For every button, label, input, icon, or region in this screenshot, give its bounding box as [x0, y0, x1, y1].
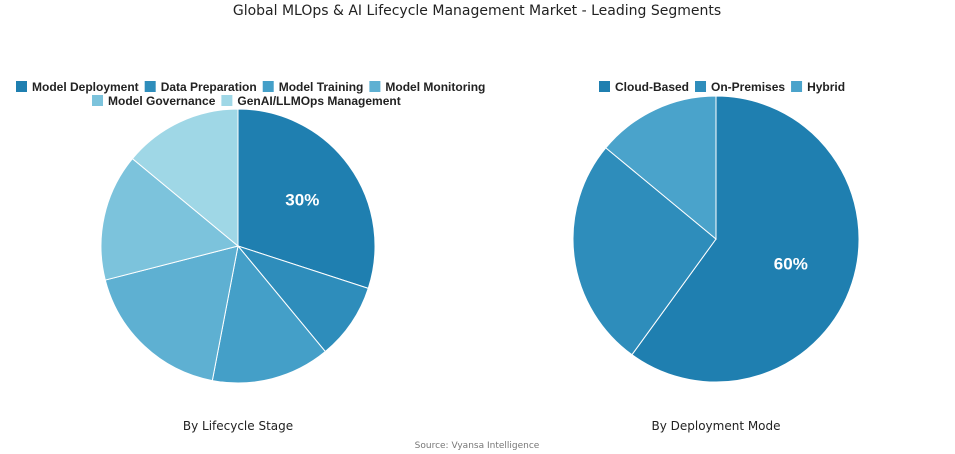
- deployment-legend-label: Cloud-Based: [615, 80, 689, 94]
- deployment-slice-cloud-based: [631, 95, 860, 383]
- lifecycle-slice-genai-llmops-management: [131, 108, 239, 248]
- deployment-legend-label: On-Premises: [711, 80, 785, 94]
- lifecycle-legend-swatch: [92, 95, 103, 106]
- deployment-legend-item-on-premises: On-Premises: [695, 80, 785, 94]
- lifecycle-legend-swatch: [262, 81, 274, 92]
- lifecycle-legend-item-model-governance: Model Governance: [92, 94, 216, 108]
- lifecycle-slice-model-monitoring: [104, 245, 239, 382]
- deployment-legend-swatch: [599, 81, 610, 92]
- lifecycle-data-label-model-deployment: 30%: [285, 190, 319, 209]
- lifecycle-legend-label: Model Monitoring: [385, 80, 485, 94]
- lifecycle-slice-model-governance: [100, 157, 240, 281]
- deployment-legend-item-hybrid: Hybrid: [791, 80, 845, 94]
- lifecycle-legend-label: Model Deployment: [32, 80, 139, 94]
- deployment-mode-legend: Cloud-Based On-Premises Hybrid: [599, 80, 845, 94]
- deployment-legend-swatch: [695, 81, 707, 92]
- deployment-legend-swatch: [791, 81, 803, 92]
- lifecycle-legend-swatch: [221, 95, 233, 106]
- chart-title: Global MLOps & AI Lifecycle Management M…: [233, 3, 721, 19]
- lifecycle-legend-swatch: [144, 81, 156, 92]
- lifecycle-legend-item-data-preparation: Data Preparation: [144, 80, 257, 94]
- source-note: Source: Vyansa Intelligence: [415, 441, 540, 451]
- deployment-legend-label: Hybrid: [807, 80, 845, 94]
- lifecycle-legend-label: Model Training: [279, 80, 364, 94]
- lifecycle-stage-subtitle: By Lifecycle Stage: [183, 419, 293, 433]
- deployment-slice-on-premises: [572, 147, 717, 356]
- lifecycle-stage-legend: Model Deployment Data Preparation Model Tr…: [16, 80, 485, 108]
- lifecycle-legend-label: GenAI/LLMOps Management: [237, 94, 400, 108]
- lifecycle-legend-item-model-monitoring: Model Monitoring: [369, 80, 485, 94]
- lifecycle-slice-model-training: [211, 244, 327, 384]
- lifecycle-legend-item-model-deployment: Model Deployment: [16, 80, 139, 94]
- lifecycle-stage-pie: 30%: [100, 108, 376, 384]
- lifecycle-legend-item-genai-llmops-management: GenAI/LLMOps Management: [221, 94, 401, 108]
- lifecycle-legend-label: Model Governance: [108, 94, 216, 108]
- deployment-mode-pie: 60%: [572, 95, 860, 383]
- lifecycle-legend-swatch: [369, 81, 381, 92]
- lifecycle-legend-label: Data Preparation: [161, 80, 257, 94]
- lifecycle-slice-model-deployment: [237, 108, 376, 289]
- deployment-slice-hybrid: [605, 95, 717, 241]
- lifecycle-legend-item-model-training: Model Training: [262, 80, 364, 94]
- lifecycle-legend-swatch: [16, 81, 27, 92]
- deployment-data-label-cloud-based: 60%: [774, 254, 808, 273]
- deployment-legend-item-cloud-based: Cloud-Based: [599, 80, 689, 94]
- deployment-mode-subtitle: By Deployment Mode: [651, 419, 780, 433]
